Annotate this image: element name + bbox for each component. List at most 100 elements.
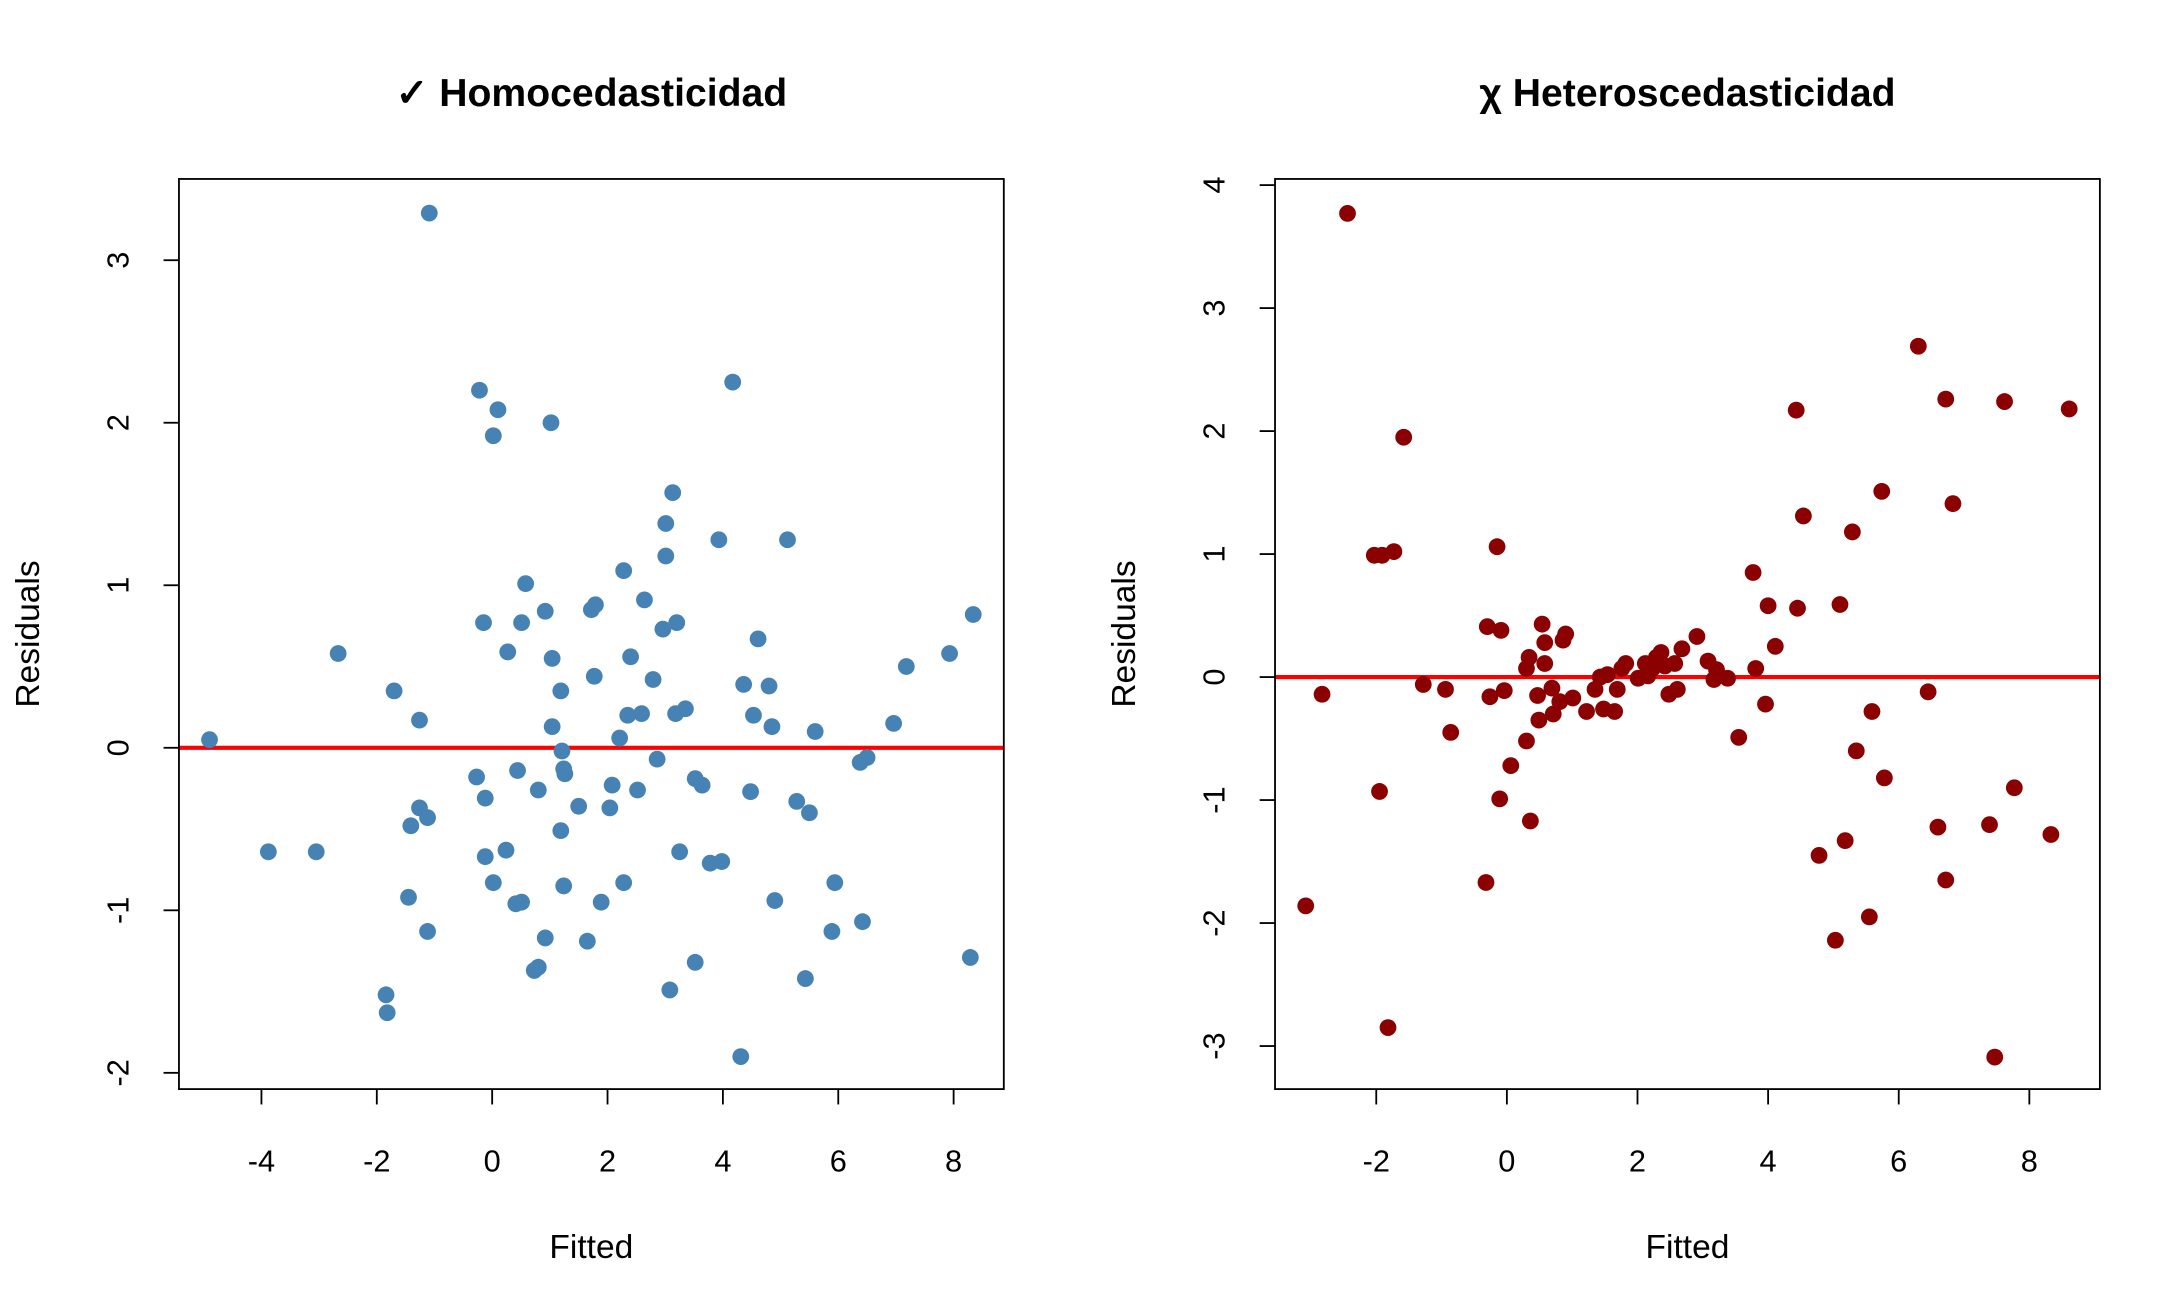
point <box>1606 703 1624 720</box>
point <box>1981 816 1998 834</box>
point <box>801 804 818 822</box>
point <box>1536 655 1554 672</box>
point <box>806 723 824 740</box>
point <box>732 1048 750 1065</box>
point <box>411 711 428 729</box>
point <box>664 484 682 502</box>
point <box>1873 482 1891 500</box>
point <box>1617 655 1635 672</box>
point <box>1673 640 1691 658</box>
y-tick-label: 0 <box>1197 669 1232 686</box>
point <box>1371 783 1388 800</box>
point <box>1744 564 1762 581</box>
point <box>529 958 547 976</box>
point <box>961 949 979 966</box>
point <box>529 781 547 799</box>
point <box>1339 205 1356 222</box>
point <box>570 797 588 815</box>
point <box>1759 597 1777 615</box>
point <box>611 729 629 747</box>
point <box>823 923 841 940</box>
point <box>1929 818 1947 836</box>
point <box>622 648 639 666</box>
point <box>307 843 325 861</box>
point <box>742 783 759 801</box>
point <box>1875 769 1893 787</box>
point <box>941 645 958 662</box>
point <box>779 531 796 549</box>
point <box>1543 679 1561 697</box>
point <box>1847 742 1865 760</box>
y-tick-label: 1 <box>1197 546 1232 563</box>
x-tick-label: 0 <box>1498 1144 1515 1179</box>
point <box>657 515 675 532</box>
x-axis-label: Fitted <box>549 1229 633 1266</box>
point <box>745 706 762 724</box>
point <box>1530 711 1548 729</box>
point <box>1787 401 1805 419</box>
point <box>1297 897 1315 915</box>
point <box>1747 660 1765 677</box>
point <box>419 809 436 827</box>
x-tick-label: 6 <box>1890 1144 1907 1179</box>
point <box>1578 703 1595 720</box>
chart-title: χ Heteroscedasticidad <box>1479 72 1895 115</box>
y-tick-label: 0 <box>101 739 136 756</box>
point <box>601 799 619 817</box>
point <box>1909 337 1927 355</box>
point <box>1919 683 1937 701</box>
point <box>484 874 502 892</box>
y-axis-label: Residuals <box>1106 560 1143 707</box>
y-tick-label: -3 <box>1197 1032 1232 1059</box>
point <box>475 614 492 632</box>
point <box>636 591 653 609</box>
point <box>1414 676 1432 693</box>
point <box>619 706 637 724</box>
point <box>1599 666 1616 683</box>
y-tick-label: -1 <box>1197 786 1232 813</box>
point <box>1766 637 1784 655</box>
point <box>1564 689 1582 707</box>
point <box>543 650 561 667</box>
point <box>1863 703 1881 720</box>
point <box>1831 596 1849 613</box>
point <box>1996 393 2013 410</box>
point <box>1495 682 1513 699</box>
point <box>497 841 515 859</box>
point <box>1478 618 1496 636</box>
point <box>1944 495 1962 513</box>
point <box>644 671 662 688</box>
point <box>1757 695 1774 713</box>
y-tick-label: 2 <box>101 414 136 431</box>
x-tick-label: 6 <box>830 1144 847 1179</box>
point <box>259 843 277 861</box>
point <box>2060 400 2078 418</box>
point <box>402 817 420 835</box>
point <box>1520 648 1538 666</box>
point <box>552 822 570 840</box>
point <box>1719 669 1737 687</box>
point <box>400 888 417 906</box>
point <box>713 853 731 870</box>
point <box>615 562 633 580</box>
point <box>555 877 573 895</box>
point <box>484 427 502 445</box>
point <box>587 596 604 614</box>
point <box>735 676 753 693</box>
y-tick-label: 3 <box>101 252 136 269</box>
point <box>585 667 603 685</box>
point <box>1491 790 1509 808</box>
point <box>766 892 784 909</box>
point <box>1379 1019 1397 1036</box>
point <box>788 793 806 810</box>
point <box>1652 644 1670 661</box>
point <box>553 742 571 760</box>
point <box>633 705 650 723</box>
point <box>1843 523 1861 541</box>
point <box>1688 628 1706 645</box>
point <box>648 750 666 768</box>
point <box>476 848 494 866</box>
point <box>1488 538 1506 556</box>
point <box>552 682 570 700</box>
